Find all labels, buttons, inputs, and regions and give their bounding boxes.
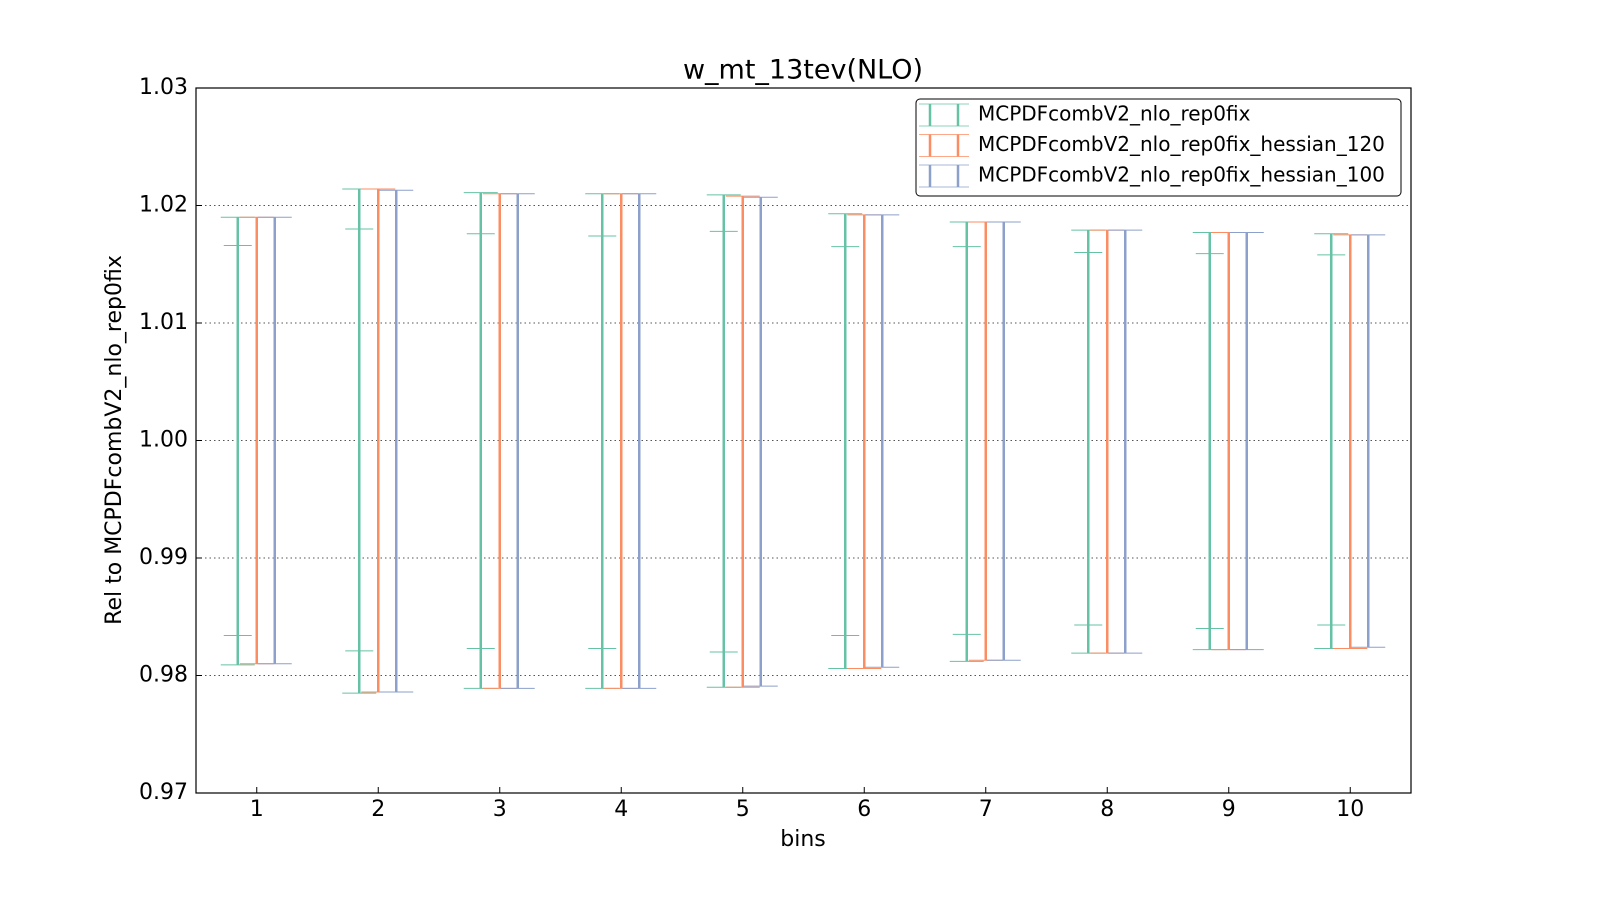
x-tick-label: 6 (857, 797, 871, 822)
x-tick-label: 7 (979, 797, 993, 822)
x-tick-label: 3 (493, 797, 507, 822)
x-tick-label: 5 (736, 797, 750, 822)
legend-label: MCPDFcombV2_nlo_rep0fix_hessian_100 (978, 163, 1385, 187)
y-tick-label: 0.99 (139, 545, 188, 570)
legend-label: MCPDFcombV2_nlo_rep0fix_hessian_120 (978, 132, 1385, 156)
x-tick-label: 10 (1336, 797, 1364, 822)
x-tick-label: 1 (250, 797, 264, 822)
legend-label: MCPDFcombV2_nlo_rep0fix (978, 102, 1251, 126)
y-axis-label: Rel to MCPDFcombV2_nlo_rep0fix (102, 255, 127, 625)
legend-box (915, 98, 1402, 197)
x-axis-label: bins (780, 827, 825, 852)
y-tick-label: 0.98 (139, 663, 188, 688)
x-tick-label: 2 (371, 797, 385, 822)
x-tick-label: 4 (614, 797, 628, 822)
chart-title: w_mt_13tev(NLO) (683, 55, 923, 86)
y-tick-label: 1.00 (139, 428, 188, 453)
legend: MCPDFcombV2_nlo_rep0fix MCPDFcombV2_nlo_r… (919, 102, 1385, 188)
y-tick-label: 1.02 (139, 193, 188, 218)
y-tick-label: 0.97 (139, 780, 188, 805)
x-tick-label: 8 (1100, 797, 1114, 822)
plot-area (196, 188, 1411, 694)
x-tick-label: 9 (1222, 797, 1236, 822)
y-tick-label: 1.01 (139, 310, 188, 335)
y-tick-label: 1.03 (139, 75, 188, 100)
